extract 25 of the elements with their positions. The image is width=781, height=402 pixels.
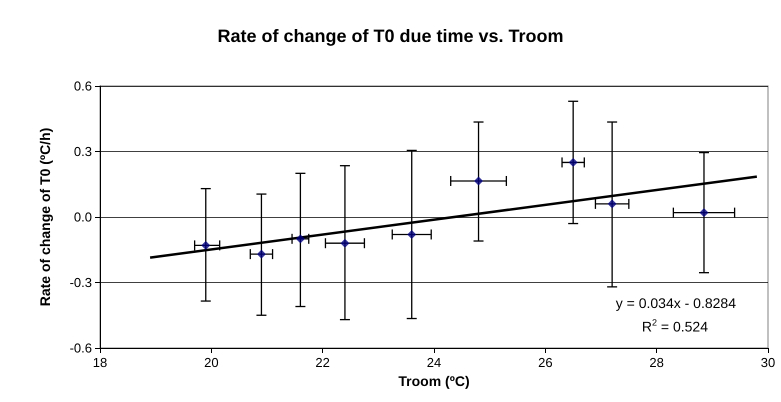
point: [407, 230, 416, 239]
point: [201, 240, 210, 250]
x-tick-label: 24: [426, 355, 442, 370]
x-tick-label: 20: [204, 355, 219, 370]
point: [296, 234, 305, 244]
y-axis-title: Rate of change of T0 (ºC/h): [37, 128, 53, 306]
x-tick-label: 22: [315, 355, 330, 370]
chart-title: Rate of change of T0 due time vs. Troom: [217, 26, 564, 46]
x-tick-label: 18: [92, 355, 108, 370]
point: [340, 238, 350, 248]
y-tick-label: -0.3: [70, 275, 92, 290]
y-tick-label: 0.3: [74, 144, 92, 159]
point: [256, 250, 266, 259]
point: [608, 199, 617, 208]
x-axis-title: Troom (ºC): [398, 372, 470, 389]
x-tick-label: 26: [538, 355, 553, 370]
y-tick-label: -0.6: [70, 340, 92, 356]
x-tick-label: 28: [649, 355, 664, 370]
point: [474, 176, 484, 186]
annotation: y = 0.034x - 0.8284: [616, 295, 736, 311]
point: [699, 208, 708, 218]
point: [568, 158, 578, 167]
y-tick-label: 0.0: [74, 210, 92, 224]
x-tick-label: 30: [760, 355, 776, 370]
y-tick-label: 0.6: [74, 78, 92, 94]
